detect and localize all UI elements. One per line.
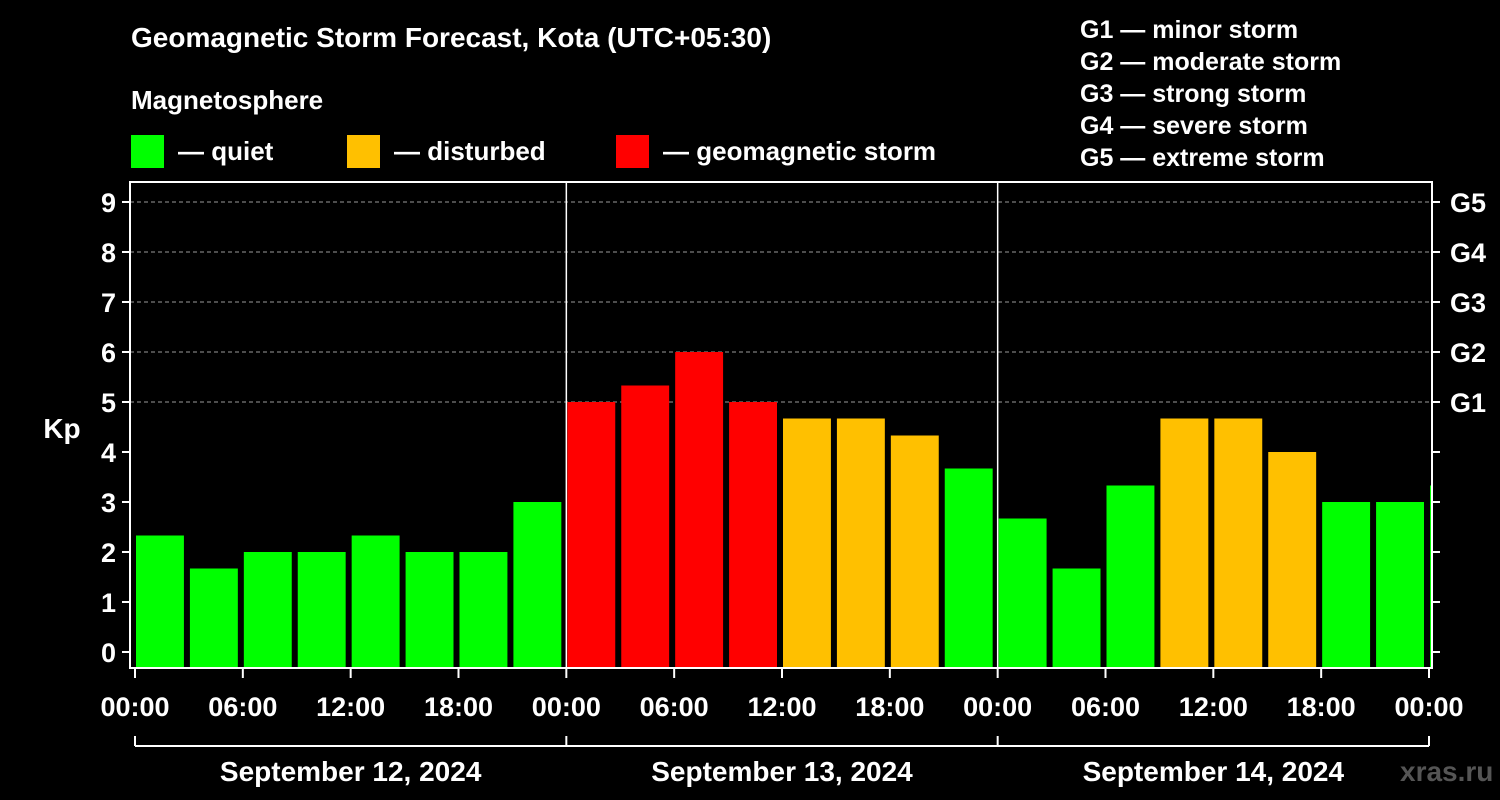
g-tick-label-g2: G2 [1450, 338, 1486, 368]
legend-quiet: — quiet [131, 134, 273, 168]
y-tick-label-4: 4 [101, 438, 116, 468]
bar-6 [459, 552, 508, 668]
legend-label-storm: — geomagnetic storm [663, 135, 937, 166]
y-tick-label-7: 7 [101, 288, 116, 318]
y-tick-label-0: 0 [101, 638, 116, 668]
legend-swatch-disturbed [347, 134, 380, 168]
bar-0 [136, 535, 184, 668]
y-tick-label-3: 3 [101, 488, 116, 518]
x-tick-label-10: 12:00 [1179, 692, 1248, 722]
x-tick-label-1: 06:00 [208, 692, 277, 722]
bar-4 [351, 535, 400, 668]
x-tick-label-3: 18:00 [424, 692, 493, 722]
g-tick-label-g3: G3 [1450, 288, 1486, 318]
storm-level-g1: G1 — minor storm [1080, 16, 1299, 44]
bar-9 [621, 385, 670, 668]
x-tick-label-5: 06:00 [640, 692, 709, 722]
magnetosphere-title: Magnetosphere [131, 85, 324, 115]
bar-10 [675, 352, 724, 668]
legend-disturbed: — disturbed [347, 134, 546, 168]
x-tick-label-7: 18:00 [855, 692, 924, 722]
storm-level-g5: G5 — extreme storm [1080, 144, 1325, 172]
g-tick-label-g4: G4 [1450, 238, 1486, 268]
bar-23 [1376, 502, 1424, 668]
y-axis-label: Kp [43, 413, 80, 444]
x-tick-label-0: 00:00 [100, 692, 169, 722]
g-tick-label-g5: G5 [1450, 188, 1486, 218]
legend-swatch-quiet [131, 134, 164, 168]
legend-swatch-storm [616, 134, 649, 168]
y-tick-label-1: 1 [101, 588, 116, 618]
legend-storm: — geomagnetic storm [616, 134, 936, 168]
watermark: xras.ru [1400, 756, 1494, 787]
x-tick-label-4: 00:00 [532, 692, 601, 722]
x-tick-label-9: 06:00 [1071, 692, 1140, 722]
y-tick-label-9: 9 [101, 188, 116, 218]
x-tick-label-12: 00:00 [1394, 692, 1463, 722]
y-tick-label-2: 2 [101, 538, 116, 568]
x-tick-label-6: 12:00 [747, 692, 816, 722]
bar-18 [1106, 485, 1155, 668]
bar-8 [567, 402, 616, 668]
day-label-2: September 14, 2024 [1083, 756, 1345, 787]
bar-13 [836, 418, 885, 668]
bar-20 [1214, 418, 1263, 668]
day-label-0: September 12, 2024 [220, 756, 482, 787]
storm-level-g2: G2 — moderate storm [1080, 48, 1342, 76]
storm-level-g4: G4 — severe storm [1080, 112, 1308, 140]
x-tick-label-8: 00:00 [963, 692, 1032, 722]
bar-2 [243, 552, 292, 668]
bar-11 [729, 402, 777, 668]
bar-12 [783, 418, 831, 668]
y-tick-label-6: 6 [101, 338, 116, 368]
bar-22 [1322, 502, 1371, 668]
storm-level-g3: G3 — strong storm [1080, 80, 1307, 108]
bar-7 [513, 502, 562, 668]
bar-19 [1160, 418, 1209, 668]
bar-17 [1052, 568, 1101, 668]
bar-21 [1268, 452, 1317, 668]
bar-1 [189, 568, 238, 668]
y-tick-label-8: 8 [101, 238, 116, 268]
chart-title: Geomagnetic Storm Forecast, Kota (UTC+05… [131, 22, 772, 53]
legend-label-quiet: — quiet [178, 135, 274, 166]
y-tick-label-5: 5 [101, 388, 116, 418]
bar-3 [297, 552, 346, 668]
legend-label-disturbed: — disturbed [394, 135, 546, 166]
bar-14 [890, 435, 939, 668]
x-tick-label-2: 12:00 [316, 692, 385, 722]
storm-level-legend: G1 — minor storm G2 — moderate storm G3 … [1080, 14, 1341, 174]
bar-5 [405, 552, 454, 668]
bar-16 [998, 518, 1047, 668]
bar-15 [944, 468, 993, 668]
x-tick-label-11: 18:00 [1287, 692, 1356, 722]
day-label-1: September 13, 2024 [651, 756, 913, 787]
g-tick-label-g1: G1 [1450, 388, 1486, 418]
